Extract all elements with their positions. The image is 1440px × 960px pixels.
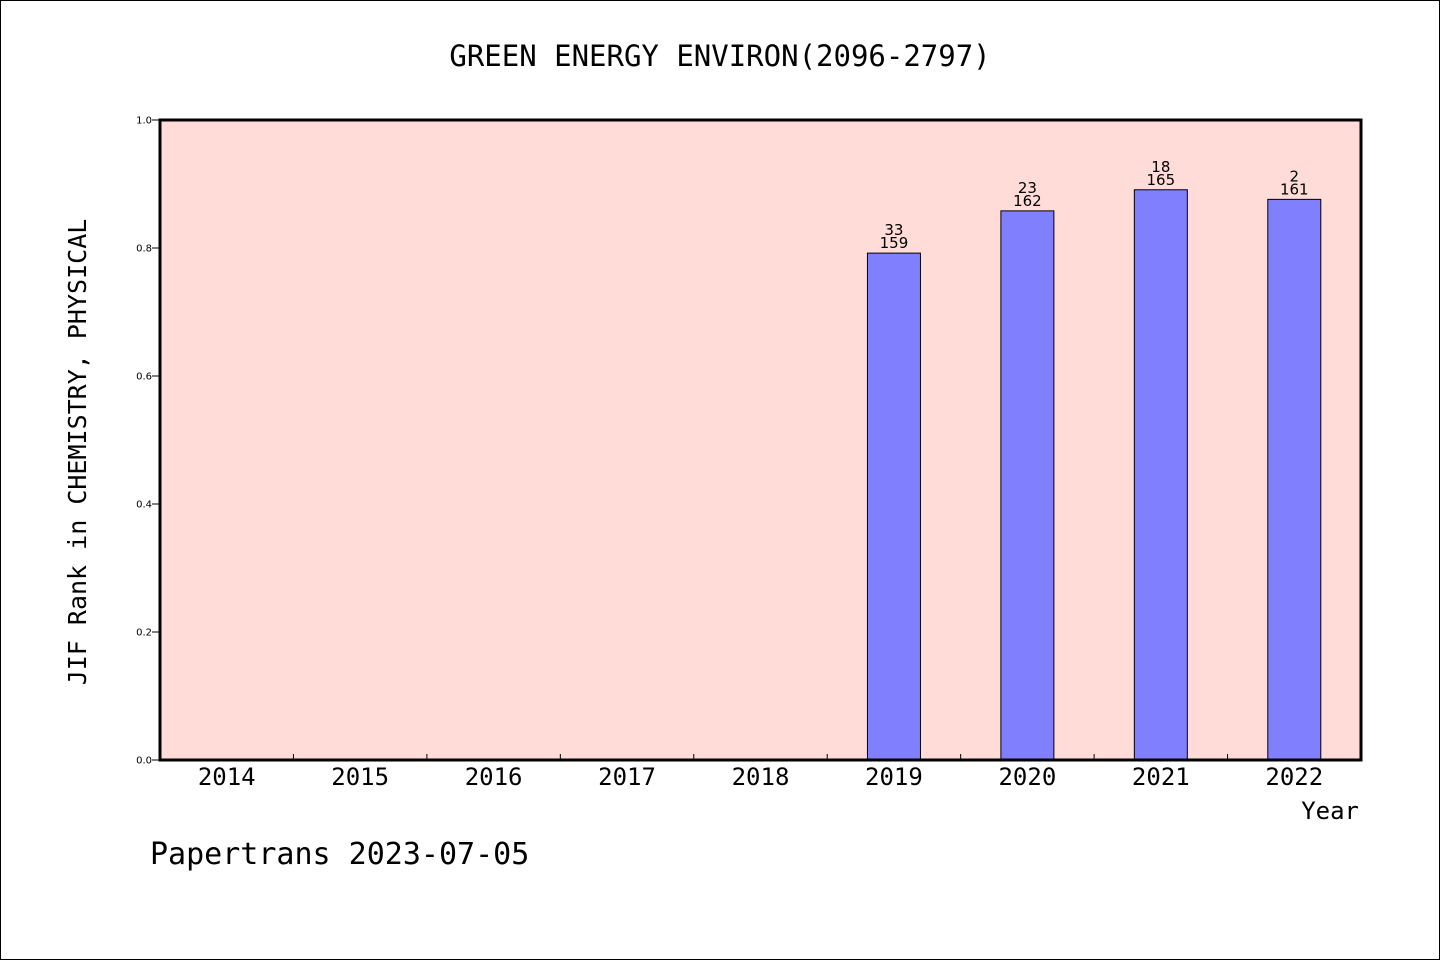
x-tick-label: 2020 (998, 763, 1056, 791)
x-tick-label: 2016 (465, 763, 523, 791)
x-tick-label: 2014 (198, 763, 256, 791)
bar-label-rank: 2 (1290, 167, 1300, 185)
y-tick-label: 0.8 (136, 244, 152, 255)
bar-label-total: 159 (880, 234, 909, 252)
bar-label-rank: 33 (884, 221, 903, 239)
x-axis-label: Year (1301, 797, 1359, 825)
bar (1267, 198, 1322, 761)
y-tick-label: 1.0 (136, 116, 152, 127)
x-tick-label: 2021 (1132, 763, 1190, 791)
chart-title: GREEN ENERGY ENVIRON(2096-2797) (449, 39, 990, 73)
x-tick-label: 2015 (331, 763, 389, 791)
footer-text: Papertrans 2023-07-05 (150, 837, 529, 872)
bar-label-total: 161 (1280, 180, 1309, 198)
y-tick-label: 0.4 (136, 500, 152, 511)
bar-label-rank: 18 (1151, 158, 1170, 176)
y-axis-ticks: 0.0 0.2 0.4 0.6 0.8 1.0 (136, 116, 160, 767)
x-tick-label: 2018 (732, 763, 790, 791)
plot-border (158, 118, 1363, 762)
y-axis-label: JIF Rank in CHEMISTRY, PHYSICAL (63, 219, 92, 686)
bar-label-total: 165 (1147, 171, 1176, 189)
x-tick-label: 2019 (865, 763, 923, 791)
x-axis-ticks: 2014 2015 2016 2017 2018 2019 2020 2021 2022 (198, 754, 1323, 791)
y-tick-label: 0.2 (136, 628, 152, 639)
y-tick-label: 0.0 (136, 756, 152, 767)
bar (866, 252, 921, 761)
bar-label-total: 162 (1013, 192, 1042, 210)
bars-group (866, 189, 1322, 761)
bar (1133, 189, 1188, 761)
x-tick-label: 2022 (1265, 763, 1323, 791)
bar-label-rank: 23 (1018, 179, 1037, 197)
y-tick-label: 0.6 (136, 372, 152, 383)
x-tick-label: 2017 (598, 763, 656, 791)
bar (1000, 210, 1055, 761)
